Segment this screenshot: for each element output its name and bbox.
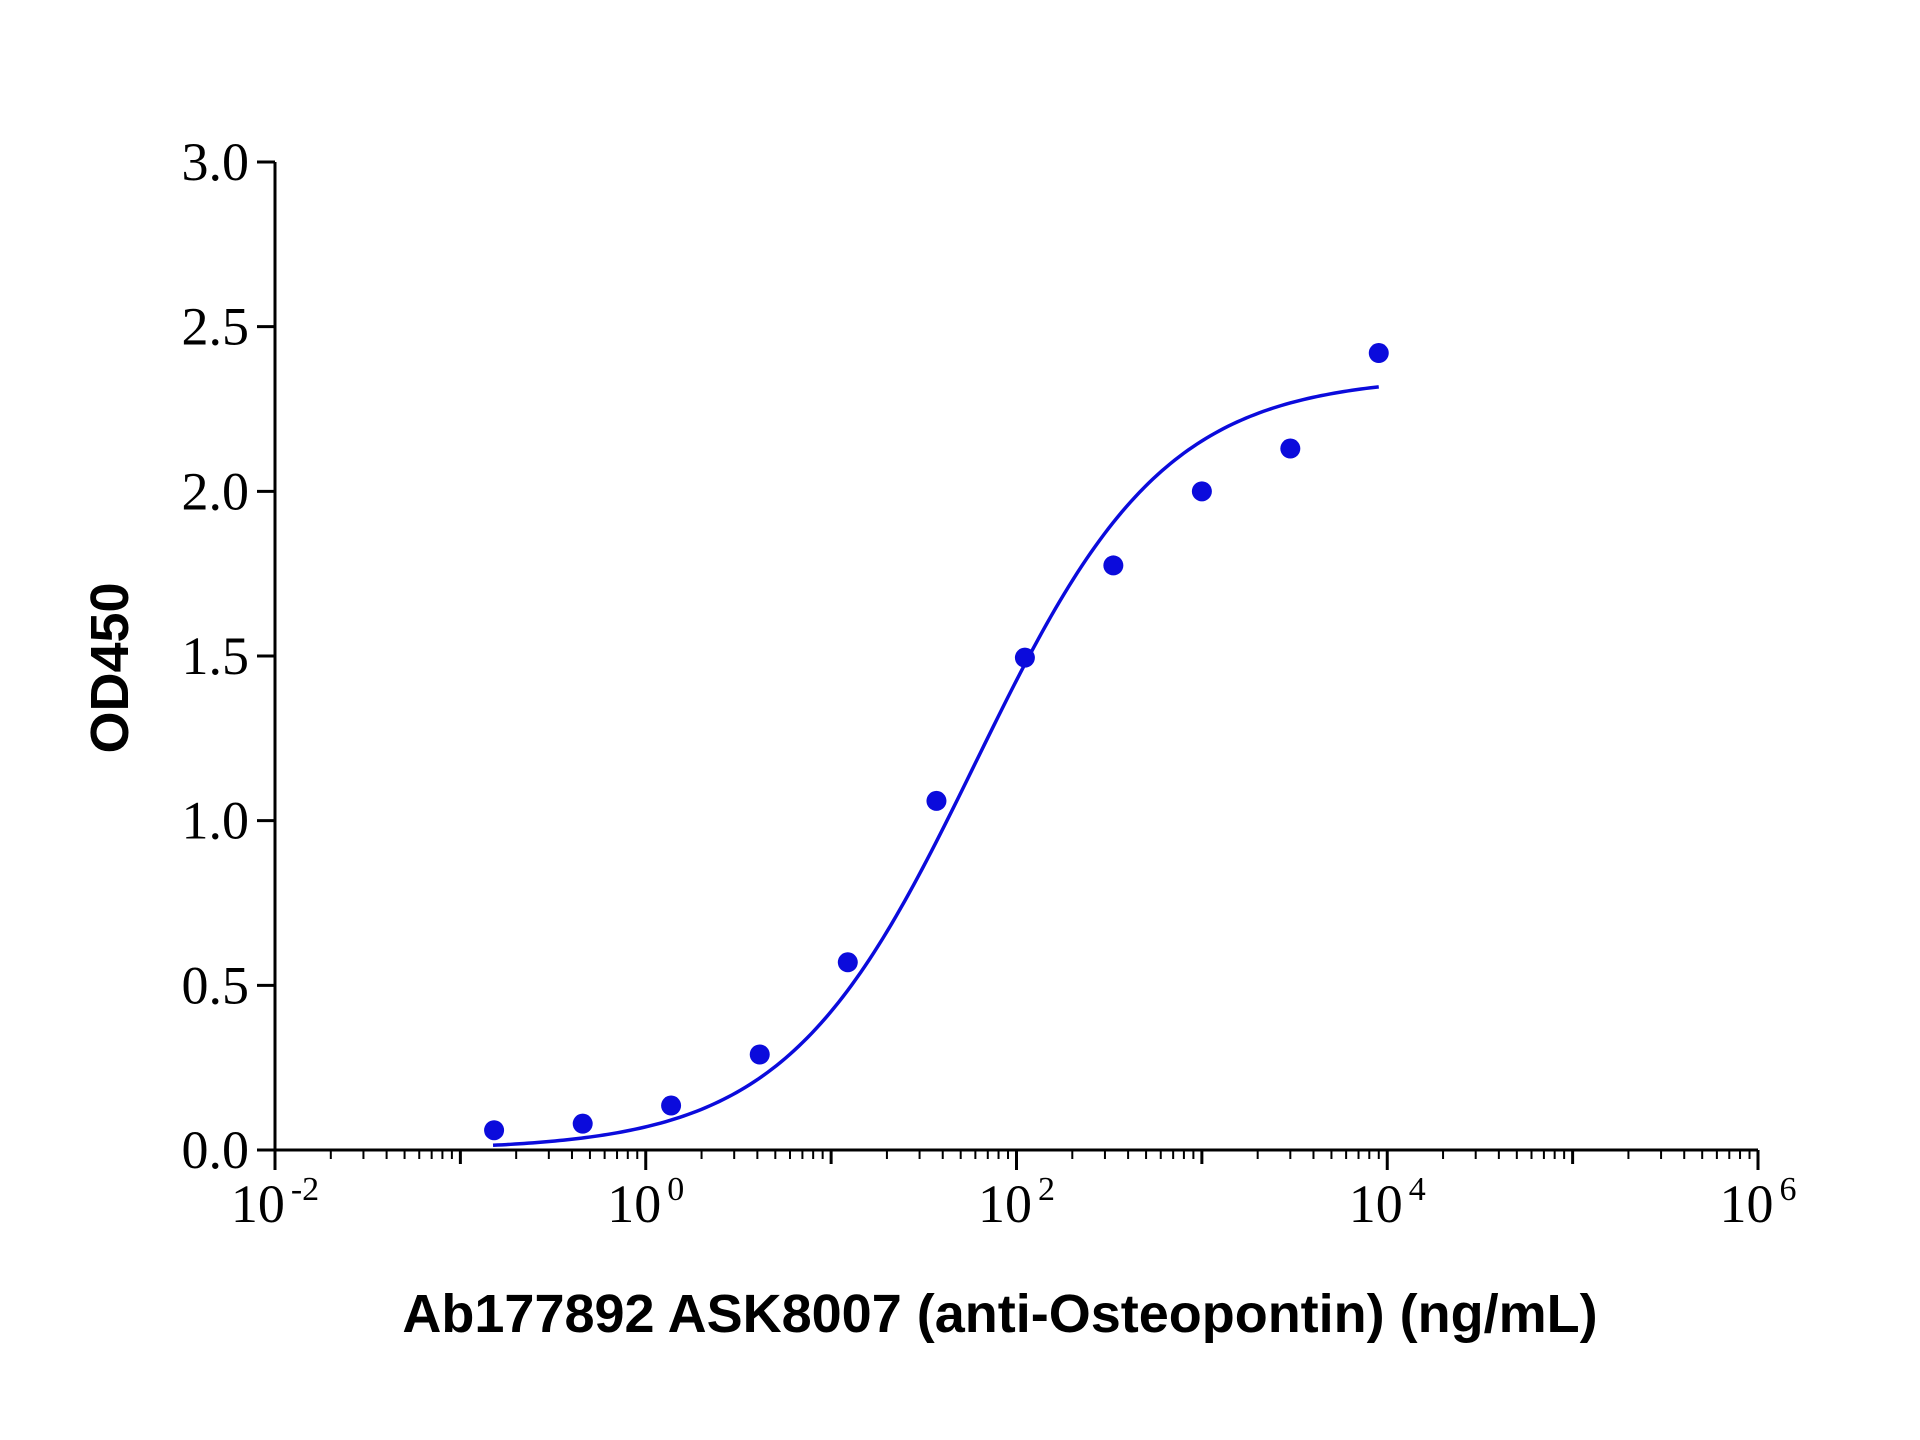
x-tick-label: 10 -2 [231,1171,319,1234]
data-point [1191,481,1212,502]
y-tick-label: 1.0 [182,791,250,851]
data-point [661,1095,682,1116]
y-tick-label: 2.0 [182,461,250,521]
axis-ticks: 0.0 0.5 1.0 1.5 2.0 2.5 3.0 10 -2 10 0 10 2 10 4 10 6 [182,132,1797,1234]
data-point [1280,438,1301,459]
data-point [572,1113,593,1134]
x-tick-label: 10 0 [607,1171,684,1234]
y-tick-label: 3.0 [182,132,250,192]
x-tick-label: 10 4 [1349,1171,1426,1234]
x-tick-label: 10 6 [1720,1171,1797,1234]
y-tick-label: 0.0 [182,1120,250,1180]
data-point [1103,555,1124,576]
y-tick-label: 1.5 [182,626,250,686]
data-point [926,790,947,811]
data-point [749,1044,770,1065]
data-point [484,1120,505,1141]
y-tick-label: 0.5 [182,955,250,1015]
data-point [1014,647,1035,668]
x-tick-label: 10 2 [978,1171,1055,1234]
data-points [484,343,1389,1141]
data-point [1368,343,1389,364]
x-axis-title: Ab177892 ASK8007 (anti-Osteopontin) (ng/… [402,1284,1597,1344]
fit-curve-layer [492,385,1379,1148]
fit-curve [492,385,1379,1148]
y-axis-title: OD450 [80,582,140,753]
data-point [837,952,858,973]
y-tick-label: 2.5 [182,297,250,357]
